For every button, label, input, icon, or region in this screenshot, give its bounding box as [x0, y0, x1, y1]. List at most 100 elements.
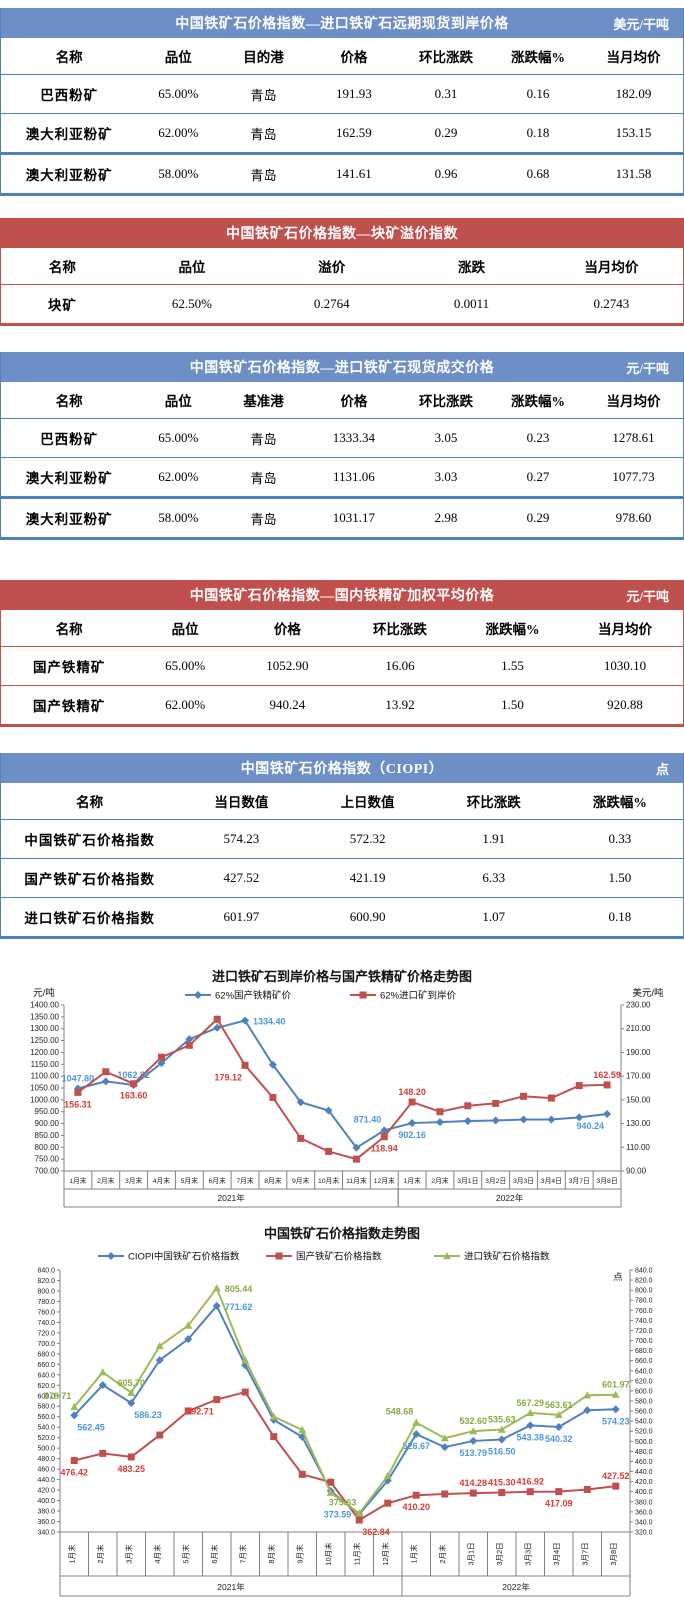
square-marker	[380, 1133, 388, 1141]
diamond-marker	[519, 1115, 528, 1124]
data-label: 532.60	[459, 1416, 487, 1426]
left-tick-label: 360.0	[37, 1519, 55, 1526]
data-label: 871.40	[354, 1114, 382, 1124]
x-category-label: 10月末	[323, 1542, 333, 1566]
series-line	[77, 1019, 608, 1150]
square-marker	[99, 1449, 107, 1457]
table-row: 巴西粉矿 65.00% 青岛 191.93 0.31 0.16 182.09	[1, 75, 683, 114]
triangle-marker	[127, 1388, 136, 1396]
chart-title: 中国铁矿石价格指数走势图	[264, 1226, 420, 1241]
right-axis-unit: 美元/吨	[632, 987, 664, 999]
x-category-label: 1月末	[408, 1544, 418, 1564]
triangle-marker	[70, 1402, 79, 1411]
data-label: 567.29	[516, 1398, 544, 1408]
value-cell: 2.98	[399, 496, 492, 537]
data-label: 562.45	[77, 1422, 105, 1432]
value-cell: 13.92	[341, 685, 458, 724]
diamond-marker	[98, 1381, 107, 1390]
table-title-band: 中国铁矿石价格指数—进口铁矿石现货成交价格 元/干吨	[1, 352, 683, 382]
data-label: 513.79	[459, 1448, 487, 1458]
data-label: 543.38	[516, 1432, 544, 1442]
value-cell: 1030.10	[603, 658, 647, 673]
value-cell: 0.33	[608, 831, 632, 846]
square-marker	[520, 1092, 528, 1100]
left-tick-label: 540.0	[37, 1425, 55, 1432]
value-cell: 青岛	[250, 87, 277, 103]
x-category-label: 2月末	[97, 1176, 115, 1185]
data-table: 名称 品位 目的港 价格 环比涨跌 涨跌幅% 当月均价 巴西粉矿 65.00% 青岛 191.93 0…	[1, 38, 683, 193]
data-label: 592.71	[186, 1407, 214, 1417]
right-tick-label: 150.00	[626, 1095, 651, 1104]
row-name-cell: 进口铁矿石价格指数	[1, 897, 179, 936]
square-marker	[359, 991, 367, 999]
left-tick-label: 680.0	[37, 1351, 55, 1358]
diamond-marker	[408, 1119, 417, 1128]
x-category-label: 12月末	[380, 1542, 390, 1566]
value-cell: 16.06	[385, 658, 415, 673]
right-tick-label: 500.0	[635, 1439, 653, 1446]
diamond-marker	[380, 1126, 389, 1135]
year-group-label: 2022年	[496, 1193, 524, 1203]
value-cell: 1031.17	[307, 496, 400, 537]
value-cell: 978.60	[584, 496, 683, 537]
square-marker	[297, 1134, 305, 1142]
square-marker	[74, 1088, 82, 1096]
data-label: 179.12	[214, 1072, 242, 1082]
diamond-marker	[526, 1421, 535, 1430]
diamond-marker	[491, 1116, 500, 1125]
square-marker	[469, 1489, 477, 1497]
diamond-marker	[463, 1116, 472, 1125]
left-tick-label: 380.0	[37, 1509, 55, 1516]
value-cell: 0.96	[399, 152, 492, 193]
diamond-marker	[296, 1098, 305, 1107]
left-tick-label: 1200.00	[30, 1048, 59, 1057]
value-cell: 427.52	[178, 858, 305, 898]
table-title-band: 中国铁矿石价格指数—国内铁精矿加权平均价格 元/干吨	[1, 580, 683, 610]
table-unit-label: 元/干吨	[626, 360, 669, 376]
square-marker	[464, 1102, 472, 1110]
triangle-marker	[383, 1471, 392, 1480]
value-cell: 153.15	[584, 113, 683, 154]
data-label: 427.52	[602, 1471, 630, 1481]
x-category-label: 4月末	[152, 1544, 162, 1564]
square-marker	[555, 1488, 563, 1496]
data-label: 902.16	[398, 1130, 426, 1140]
x-category-label: 3月末	[125, 1176, 143, 1185]
x-category-label: 6月末	[208, 1176, 226, 1185]
diamond-marker	[101, 1077, 110, 1086]
left-tick-label: 820.0	[37, 1278, 55, 1285]
value-cell: 65.00%	[158, 86, 199, 101]
value-cell: 162.59	[307, 113, 400, 154]
x-category-label: 3月4日	[552, 1542, 561, 1565]
table-title: 中国铁矿石价格指数—进口铁矿石现货成交价格	[189, 361, 495, 376]
table-header-row: 名称 品位 基准港 价格 环比涨跌 涨跌幅% 当月均价	[1, 382, 683, 419]
x-category-label: 1月末	[403, 1176, 421, 1185]
data-label: 118.94	[371, 1144, 398, 1154]
square-marker	[492, 1099, 500, 1107]
x-category-label: 8月末	[264, 1176, 282, 1185]
series-line	[77, 1017, 608, 1161]
value-cell: 58.00%	[137, 496, 220, 537]
value-cell: 1052.90	[266, 658, 309, 673]
x-category-label: 3月4日	[541, 1177, 562, 1185]
left-tick-label: 1400.00	[30, 1001, 59, 1010]
left-tick-label: 800.00	[35, 1143, 60, 1152]
x-category-label: 2月末	[95, 1544, 105, 1564]
value-cell: 65.00%	[158, 430, 199, 445]
price-tables: 中国铁矿石价格指数—进口铁矿石远期现货到岸价格 美元/干吨 名称 品位 目的港 价格 环比涨…	[0, 8, 684, 939]
triangle-marker	[326, 1488, 335, 1496]
legend-label: 进口铁矿石价格指数	[464, 1251, 550, 1263]
square-marker	[583, 1485, 591, 1493]
value-cell: 青岛	[219, 113, 308, 154]
x-category-label: 3月8日	[596, 1177, 617, 1185]
x-category-label: 3月1日	[466, 1542, 475, 1565]
column-header: 溢价	[260, 248, 404, 285]
square-marker	[185, 1041, 193, 1049]
value-cell: 572.32	[349, 831, 386, 846]
data-table: 名称 品位 溢价 涨跌 当月均价 块矿 62.50% 0.2764 0.0011 0.2743	[1, 248, 683, 323]
column-header: 价格	[307, 38, 400, 75]
ciopi-index-trend-chart: 中国铁矿石价格指数走势图 CIOPI中国铁矿石价格指数 国产铁矿石价格指数 进口铁矿石…	[37, 1226, 653, 1597]
row-name-cell: 国产铁精矿	[32, 660, 106, 675]
triangle-marker	[269, 1412, 278, 1420]
right-tick-label: 210.00	[626, 1024, 651, 1033]
